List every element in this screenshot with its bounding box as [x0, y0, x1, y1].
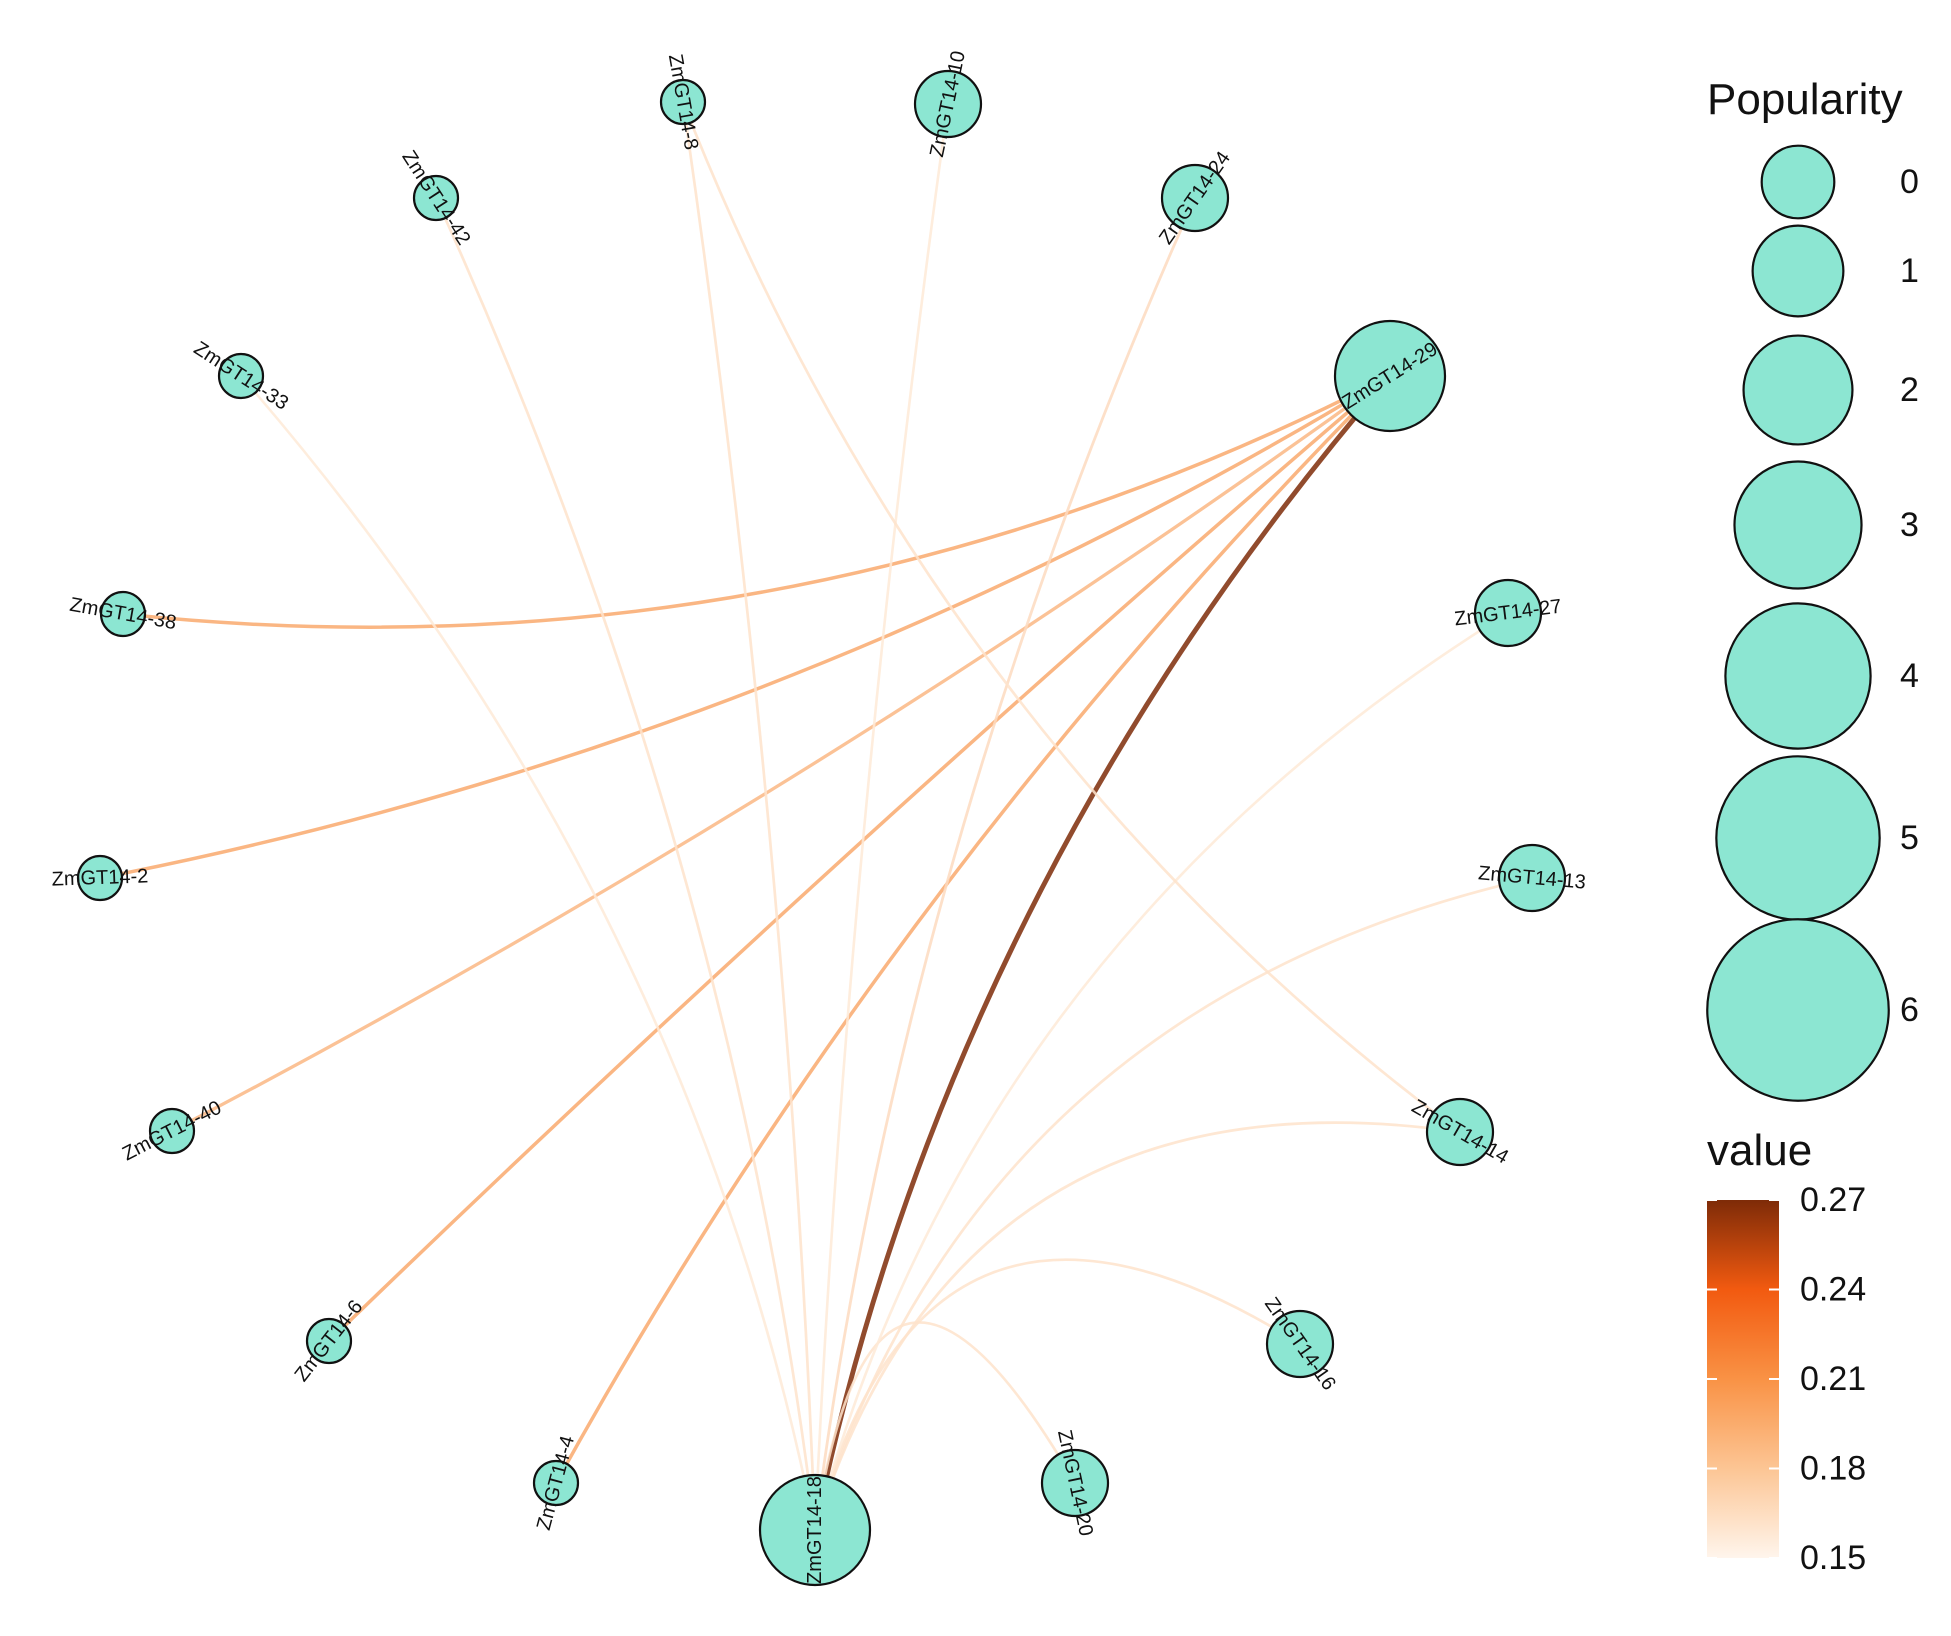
edge-ZmGT14-18-ZmGT14-42	[434, 196, 817, 1532]
popularity-legend-key	[1733, 460, 1863, 590]
node-ZmGT14-18: ZmGT14-18	[758, 1473, 872, 1587]
edge-ZmGT14-14-ZmGT14-8	[681, 100, 1462, 1134]
node-ZmGT14-29: ZmGT14-29	[1333, 319, 1447, 433]
edge-ZmGT14-18-ZmGT14-20	[813, 1321, 1077, 1532]
edge-ZmGT14-18-ZmGT14-27	[813, 611, 1510, 1532]
popularity-legend-key	[1706, 918, 1890, 1102]
node-circle	[1160, 163, 1230, 233]
node-circle	[412, 174, 460, 222]
node-circle	[1425, 1097, 1495, 1167]
value-legend: value 0.27 0.24 0.21 0.18 0.15	[1707, 1126, 1866, 1577]
node-circle	[305, 1317, 353, 1365]
popularity-legend-key	[1715, 755, 1881, 921]
edge-ZmGT14-29-ZmGT14-6	[327, 374, 1392, 1343]
node-circle	[1473, 578, 1543, 648]
node-label: ZmGT14-13	[1477, 862, 1586, 893]
node-circle	[99, 590, 147, 638]
popularity-legend-label: 1	[1900, 252, 1919, 290]
node-circle	[659, 78, 707, 126]
node-circle	[913, 69, 983, 139]
node-label: ZmGT14-42	[397, 147, 474, 249]
node-circle	[1497, 843, 1567, 913]
popularity-legend-label: 4	[1900, 657, 1919, 695]
node-ZmGT14-16: ZmGT14-16	[1260, 1294, 1340, 1395]
node-circle	[1040, 1448, 1110, 1518]
node-ZmGT14-10: ZmGT14-10	[913, 49, 983, 159]
edge-ZmGT14-18-ZmGT14-8	[681, 100, 817, 1532]
node-ZmGT14-38: ZmGT14-38	[68, 590, 178, 638]
colorbar-tick-label: 0.24	[1800, 1271, 1866, 1309]
popularity-legend-title: Popularity	[1707, 75, 1903, 124]
node-circle	[1265, 1309, 1335, 1379]
colorbar-tick-label: 0.27	[1800, 1181, 1866, 1219]
node-circle	[217, 352, 265, 400]
node-circle	[758, 1473, 872, 1587]
edge-ZmGT14-29-ZmGT14-4	[554, 374, 1392, 1485]
node-ZmGT14-13: ZmGT14-13	[1477, 843, 1587, 913]
popularity-legend-key	[1742, 334, 1854, 446]
node-ZmGT14-42: ZmGT14-42	[397, 147, 474, 249]
node-circle	[148, 1107, 196, 1155]
edge-ZmGT14-29-ZmGT14-40	[170, 374, 1392, 1133]
popularity-legend: Popularity 0 1 2 3 4 5 6	[1706, 75, 1919, 1102]
edge-ZmGT14-18-ZmGT14-16	[813, 1258, 1302, 1532]
colorbar-tick-label: 0.18	[1800, 1450, 1866, 1488]
edge-ZmGT14-29-ZmGT14-2	[98, 374, 1392, 880]
node-ZmGT14-24: ZmGT14-24	[1155, 148, 1235, 249]
node-ZmGT14-33: ZmGT14-33	[190, 337, 292, 414]
node-label: ZmGT14-18	[804, 1476, 826, 1584]
popularity-legend-label: 3	[1900, 506, 1919, 544]
colorbar-tick-label: 0.15	[1800, 1539, 1866, 1577]
edge-ZmGT14-29-ZmGT14-18	[812, 373, 1393, 1533]
popularity-legend-key	[1760, 144, 1836, 220]
edge-ZmGT14-18-ZmGT14-10	[813, 102, 950, 1532]
edge-ZmGT14-29-ZmGT14-38	[121, 374, 1392, 629]
popularity-legend-key	[1724, 602, 1872, 750]
value-legend-title: value	[1707, 1126, 1812, 1175]
popularity-legend-key	[1751, 224, 1845, 318]
node-ZmGT14-20: ZmGT14-20	[1040, 1428, 1110, 1538]
popularity-legend-label: 5	[1900, 819, 1919, 857]
edge-ZmGT14-18-ZmGT14-14	[813, 1121, 1462, 1532]
node-ZmGT14-14: ZmGT14-14	[1408, 1096, 1512, 1169]
node-layer: ZmGT14-18 ZmGT14-20 ZmGT14-16 ZmGT14-14 ZmGT…	[51, 49, 1587, 1587]
node-label: ZmGT14-40	[119, 1097, 225, 1166]
colorbar-tick-label: 0.21	[1800, 1360, 1866, 1398]
node-label: ZmGT14-33	[190, 337, 292, 414]
edge-ZmGT14-18-ZmGT14-33	[239, 374, 817, 1532]
node-ZmGT14-8: ZmGT14-8	[659, 52, 707, 152]
node-ZmGT14-40: ZmGT14-40	[119, 1097, 225, 1166]
node-circle	[1333, 319, 1447, 433]
popularity-legend-label: 6	[1900, 991, 1919, 1029]
node-circle	[532, 1459, 580, 1507]
node-label: ZmGT14-2	[51, 865, 148, 890]
node-ZmGT14-4: ZmGT14-4	[533, 1433, 579, 1532]
edge-ZmGT14-18-ZmGT14-24	[813, 196, 1197, 1532]
node-ZmGT14-2: ZmGT14-2	[51, 854, 149, 902]
value-colorbar	[1707, 1200, 1779, 1558]
popularity-legend-label: 2	[1900, 371, 1919, 409]
edge-ZmGT14-18-ZmGT14-13	[813, 876, 1534, 1532]
node-ZmGT14-6: ZmGT14-6	[291, 1296, 368, 1386]
edge-layer	[98, 100, 1534, 1533]
node-circle	[76, 854, 124, 902]
popularity-legend-label: 0	[1900, 163, 1919, 201]
node-label: ZmGT14-6	[291, 1296, 368, 1386]
